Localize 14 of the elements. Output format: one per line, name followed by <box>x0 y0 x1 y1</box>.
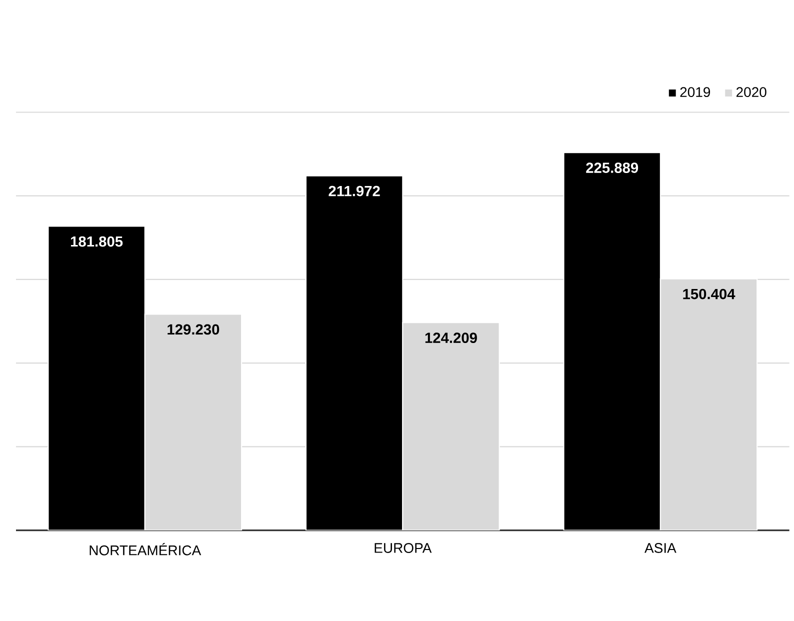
data-label: 225.889 <box>586 162 638 173</box>
bar <box>563 152 661 530</box>
legend-label: 2019 <box>680 87 710 98</box>
data-label: 124.209 <box>425 332 477 344</box>
data-label: 181.805 <box>70 236 123 247</box>
data-label: 211.972 <box>328 186 380 196</box>
data-label: 129.230 <box>168 324 220 335</box>
bar <box>305 175 404 530</box>
legend-label: 2020 <box>736 87 766 98</box>
x-tick-label: EUROPA <box>374 543 432 553</box>
bar <box>48 226 146 530</box>
x-tick-label: ASIA <box>644 543 676 553</box>
x-tick-label: NORTEAMÉRICA <box>90 543 202 556</box>
data-label: 150.404 <box>683 288 736 300</box>
